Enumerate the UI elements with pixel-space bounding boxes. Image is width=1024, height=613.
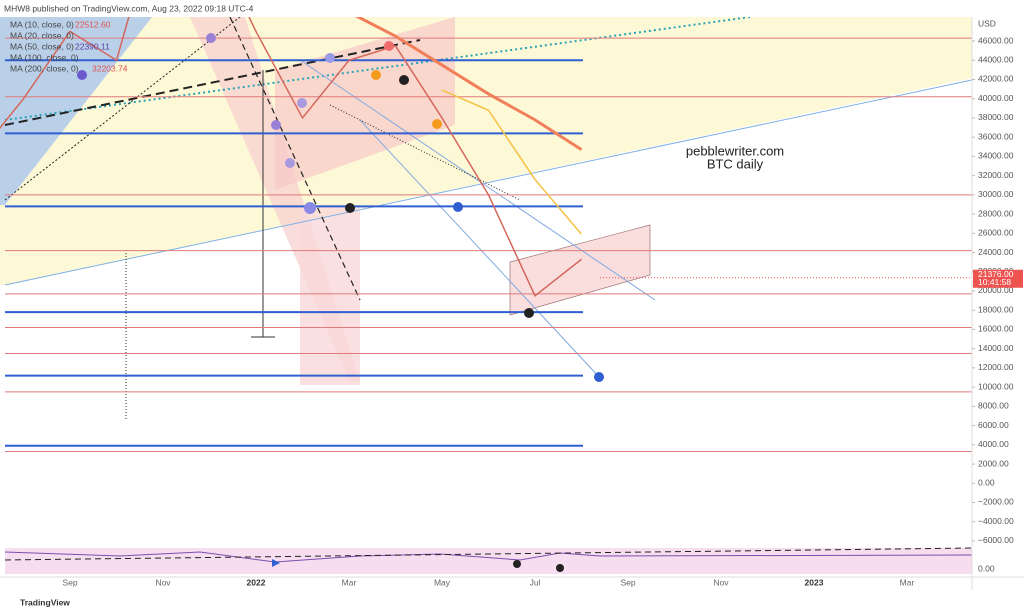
y-tick-label: 0.00	[978, 478, 995, 488]
marker	[325, 53, 335, 63]
x-tick-label: 2022	[247, 577, 266, 587]
legend-entry: MA (200, close, 0)	[10, 63, 79, 73]
marker	[594, 372, 604, 382]
y-tick-label: 8000.00	[978, 401, 1009, 411]
trend-line	[4, 39, 421, 126]
legend-entry: MA (50, close, 0)	[10, 41, 74, 51]
legend-entry: MA (20, close, 0)	[10, 30, 74, 40]
axis-unit: USD	[978, 18, 996, 28]
y-tick-label: 10000.00	[978, 381, 1014, 391]
y-tick-label: 34000.00	[978, 151, 1014, 161]
marker	[304, 202, 316, 214]
y-tick-label: 12000.00	[978, 362, 1014, 372]
channel	[509, 224, 651, 316]
x-tick-label: 2023	[805, 577, 824, 587]
plot	[0, 17, 972, 453]
marker	[206, 33, 216, 43]
trend-line	[4, 17, 241, 201]
marker	[432, 119, 442, 129]
price-box	[973, 269, 1023, 288]
legend-entry: MA (10, close, 0)	[10, 19, 74, 29]
y-tick-label: 16000.00	[978, 324, 1014, 334]
marker	[77, 70, 87, 80]
trend-line	[299, 59, 656, 301]
legend-value: 32203.74	[92, 63, 128, 73]
legend-value: 22390.11	[75, 41, 110, 51]
x-tick-label: Mar	[342, 577, 357, 587]
rsi-trend	[4, 547, 973, 561]
series-line	[0, 17, 582, 297]
legend-value: 22512.60	[75, 19, 111, 29]
marker	[453, 202, 463, 212]
footer: TradingView	[20, 597, 70, 607]
y-tick-label: 38000.00	[978, 112, 1014, 122]
y-tick-label: 24000.00	[978, 247, 1014, 257]
marker	[345, 203, 355, 213]
x-tick-label: Sep	[620, 577, 635, 587]
y-tick-label: 2000.00	[978, 458, 1009, 468]
marker	[524, 308, 534, 318]
dots	[77, 33, 604, 382]
trend-line	[329, 104, 521, 201]
legend-entry: MA (100, close, 0)	[10, 52, 79, 62]
x-tick-label: Sep	[62, 577, 77, 587]
y-tick-label: 14000.00	[978, 343, 1014, 353]
header: MHW8 published on TradingView.com, Aug 2…	[4, 3, 254, 13]
x-tick-label: Mar	[900, 577, 915, 587]
x-tick-label: May	[434, 577, 451, 587]
y-tick-label: 6000.00	[978, 420, 1009, 430]
y-tick-label: 40000.00	[978, 93, 1014, 103]
price-time: 10:41:58	[978, 277, 1011, 287]
marker	[285, 158, 295, 168]
y-tick-label: −2000.00	[978, 497, 1014, 507]
y-tick-label: 28000.00	[978, 208, 1014, 218]
y-tick-label: 30000.00	[978, 189, 1014, 199]
y-tick-label: 32000.00	[978, 170, 1014, 180]
marker	[556, 564, 564, 572]
x-tick-label: Nov	[713, 577, 729, 587]
y-tick-label: 20000.00	[978, 285, 1014, 295]
rsi-tick-label: 0.00	[978, 563, 995, 573]
price-label: 21376.00	[978, 269, 1014, 279]
annotation: BTC daily	[707, 156, 764, 171]
zone	[300, 205, 360, 385]
x-tick-label: Jul	[530, 577, 541, 587]
shaded-zone	[0, 17, 972, 285]
y-tick-label: −4000.00	[978, 516, 1014, 526]
rsi-pane	[4, 547, 973, 574]
marker	[371, 70, 381, 80]
rsi-band	[5, 548, 972, 574]
y-tick-label: 26000.00	[978, 228, 1014, 238]
y-tick-label: 44000.00	[978, 55, 1014, 65]
series-line	[441, 89, 583, 235]
drawings	[0, 17, 972, 420]
marker	[297, 98, 307, 108]
series-line	[355, 17, 583, 151]
marker	[399, 75, 409, 85]
y-tick-label: 46000.00	[978, 35, 1014, 45]
y-tick-label: 18000.00	[978, 304, 1014, 314]
x-tick-label: Nov	[155, 577, 171, 587]
trend-line	[359, 119, 601, 379]
y-tick-label: 42000.00	[978, 74, 1014, 84]
y-tick-label: 4000.00	[978, 439, 1009, 449]
marker	[271, 120, 281, 130]
marker	[384, 41, 394, 51]
annotation: pebblewriter.com	[686, 143, 784, 158]
y-tick-label: 36000.00	[978, 131, 1014, 141]
marker	[272, 559, 280, 567]
trend-line	[229, 17, 361, 301]
y-tick-label: −6000.00	[978, 535, 1014, 545]
marker	[513, 560, 521, 568]
